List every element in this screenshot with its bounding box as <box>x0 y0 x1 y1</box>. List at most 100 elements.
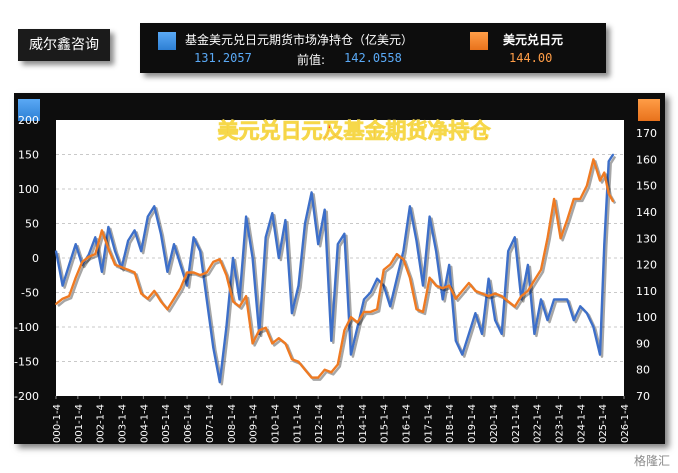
usdjpy-point <box>166 308 169 311</box>
net-position-point <box>336 243 339 246</box>
right-axis-tick-label: 160 <box>636 153 657 166</box>
x-axis-tick-label: 2008-1-4 <box>227 404 238 444</box>
net-position-point <box>369 291 372 294</box>
usdjpy-point <box>232 300 234 303</box>
x-axis-tick-label: 2004-1-4 <box>139 404 150 444</box>
net-position-point <box>330 339 333 342</box>
usdjpy-point <box>114 263 116 266</box>
x-axis-tick-label: 2018-1-4 <box>445 404 456 444</box>
x-axis-tick-label: 2007-1-4 <box>205 404 216 444</box>
net-position-point <box>415 239 418 242</box>
net-position-point <box>225 326 228 328</box>
right-axis-tick-label: 100 <box>636 311 657 324</box>
usdjpy-point <box>369 310 372 313</box>
usdjpy-point <box>422 310 424 313</box>
usdjpy-point <box>271 342 274 345</box>
usdjpy-point <box>310 376 313 379</box>
net-position-point <box>376 277 379 280</box>
usdjpy-point <box>153 289 156 292</box>
usdjpy-point <box>566 218 569 221</box>
net-position-point <box>402 250 405 253</box>
usdjpy-point <box>533 279 536 282</box>
x-axis-tick-label: 2019-1-4 <box>467 404 478 444</box>
usdjpy-point <box>441 287 444 290</box>
usdjpy-point <box>81 261 84 263</box>
usdjpy-point <box>607 192 610 195</box>
x-axis-tick-label: 2021-1-4 <box>511 404 522 444</box>
usdjpy-point <box>592 158 595 161</box>
net-position-point <box>68 264 71 266</box>
usdjpy-point <box>481 292 483 295</box>
net-position-point <box>61 284 64 287</box>
net-position-point <box>566 298 569 301</box>
net-position-point <box>100 270 103 273</box>
usdjpy-point <box>350 316 352 319</box>
net-position-point <box>592 326 595 328</box>
chart: 200 150 100 50 0 -50 -100 -150 -200 170 160 150 140 1… <box>14 114 657 444</box>
right-axis-swatch <box>638 99 660 121</box>
net-position-point <box>140 250 143 253</box>
right-axis-tick-label: 130 <box>636 232 657 245</box>
net-position-point <box>363 298 365 301</box>
usdjpy-point <box>376 308 379 311</box>
left-axis-tick-label: 50 <box>25 218 39 231</box>
net-position-point <box>153 205 156 208</box>
x-axis-tick-label: 2024-1-4 <box>576 404 587 444</box>
usdjpy-point <box>487 295 490 298</box>
net-position-point <box>107 226 110 228</box>
x-axis-tick-label: 2002-1-4 <box>96 404 107 444</box>
usdjpy-point <box>474 289 477 292</box>
usdjpy-point <box>140 292 143 295</box>
usdjpy-point <box>100 229 103 232</box>
net-position-point <box>205 298 208 301</box>
series2-current-value: 144.00 <box>509 51 553 65</box>
net-position-point <box>55 250 57 253</box>
usdjpy-point <box>74 276 77 279</box>
usdjpy-point <box>94 253 97 255</box>
net-position-point <box>494 319 497 321</box>
usdjpy-point <box>572 197 575 200</box>
net-position-point <box>284 219 287 221</box>
usdjpy-point <box>461 289 464 292</box>
x-axis-tick-label: 2016-1-4 <box>402 404 413 444</box>
usdjpy-point <box>454 297 457 300</box>
net-position-point <box>428 215 431 218</box>
right-axis-tick-label: 70 <box>636 390 650 403</box>
usdjpy-point <box>579 197 582 200</box>
series1-legend-label: 基金美元兑日元期货市场净持仓（亿美元） <box>185 33 414 47</box>
usdjpy-point <box>173 297 175 300</box>
usdjpy-point <box>612 200 614 203</box>
usdjpy-point <box>494 292 497 295</box>
x-axis-tick-label: 2009-1-4 <box>249 404 260 444</box>
net-position-point <box>481 333 483 335</box>
net-position-point <box>304 222 306 225</box>
series-shadow <box>56 155 617 386</box>
left-axis-tick-label: 150 <box>18 149 39 162</box>
net-position-point <box>507 250 510 253</box>
net-position-point <box>94 236 97 239</box>
net-position-point <box>323 208 326 211</box>
right-axis-tick-label: 170 <box>636 127 657 140</box>
watermark: 格隆汇 <box>633 454 670 468</box>
usdjpy-point <box>264 326 267 329</box>
usdjpy-point <box>343 329 346 332</box>
net-position-point <box>146 215 149 218</box>
right-axis-tick-label: 150 <box>636 180 657 193</box>
usdjpy-point <box>513 305 516 308</box>
net-position-point <box>310 191 313 194</box>
usdjpy-point <box>199 274 202 276</box>
net-position-point <box>540 298 542 301</box>
series1-prev-value: 142.0558 <box>344 51 402 65</box>
left-axis-swatch <box>18 99 40 121</box>
usdjpy-point <box>107 247 110 250</box>
usdjpy-point <box>186 271 188 274</box>
net-position-point <box>553 298 555 301</box>
left-axis-tick-label: 100 <box>18 183 39 196</box>
net-position-point <box>271 212 274 215</box>
usdjpy-point <box>553 197 555 200</box>
usdjpy-point <box>218 258 221 261</box>
net-position-point <box>395 277 398 280</box>
net-position-point <box>467 333 470 335</box>
x-axis-tick-label: 2001-1-4 <box>74 404 85 444</box>
chart-frame: 200 150 100 50 0 -50 -100 -150 -200 170 160 150 140 1… <box>14 93 665 444</box>
